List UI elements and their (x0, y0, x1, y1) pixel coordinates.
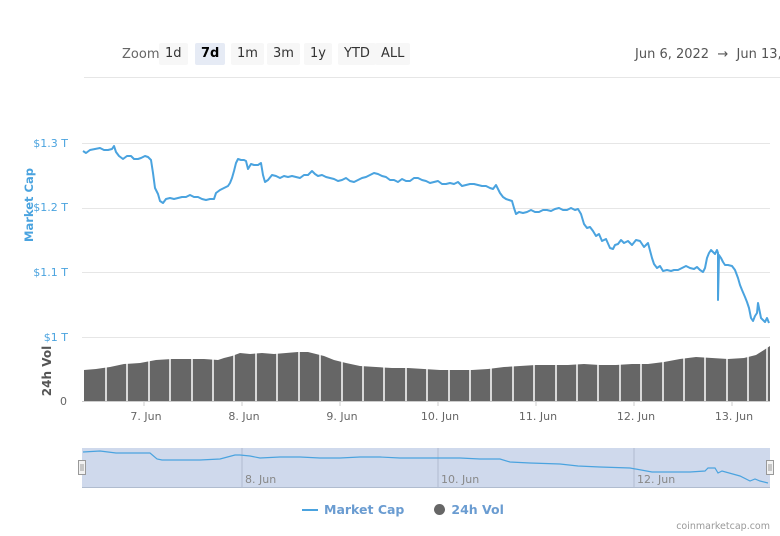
volume-bar-gaps (105, 345, 768, 401)
line-swatch-icon (302, 508, 318, 511)
credit-link[interactable]: coinmarketcap.com (676, 521, 770, 532)
zoom-ytd-button[interactable]: YTD (338, 43, 376, 65)
zoom-label: Zoom (122, 47, 160, 62)
range-to-input[interactable]: Jun 13, 2 (736, 47, 780, 62)
navigator-selection[interactable] (82, 448, 770, 487)
navigator-gridlines (241, 448, 635, 487)
x-tick-10-jun: 10. Jun (420, 410, 460, 423)
legend-label-market-cap: Market Cap (324, 502, 405, 517)
vol-tick-zero: 0 (60, 395, 67, 408)
navigator-line (82, 450, 769, 484)
zoom-3m-button[interactable]: 3m (267, 43, 300, 65)
date-range: Jun 6, 2022 → Jun 13, 2 (635, 47, 780, 62)
legend-item-market-cap[interactable]: Market Cap (302, 502, 404, 517)
x-tick-13-jun: 13. Jun (714, 410, 754, 423)
zoom-1m-button[interactable]: 1m (231, 43, 264, 65)
range-from-input[interactable]: Jun 6, 2022 (635, 47, 710, 62)
y-tick-1-1: $1.1 T (33, 266, 68, 279)
zoom-all-button[interactable]: ALL (375, 43, 411, 65)
range-toolbar: Zoom 1d 7d 1m 3m 1y YTD ALL Jun 6, 2022 … (0, 0, 780, 78)
chart-legend: Market Cap 24h Vol (302, 502, 504, 517)
zoom-7d-button[interactable]: 7d (195, 43, 226, 65)
legend-item-volume[interactable]: 24h Vol (434, 502, 504, 517)
navigator-right-handle[interactable] (766, 460, 774, 475)
y-tick-1-2: $1.2 T (33, 201, 68, 214)
y-tick-1-3: $1.3 T (33, 137, 68, 150)
x-tick-9-jun: 9. Jun (326, 410, 358, 423)
toolbar-divider (84, 77, 780, 78)
legend-label-volume: 24h Vol (451, 502, 504, 517)
gridlines (82, 143, 770, 338)
navigator-tick-12-jun: 12. Jun (637, 473, 676, 486)
x-tick-8-jun: 8. Jun (228, 410, 260, 423)
x-tick-7-jun: 7. Jun (130, 410, 162, 423)
x-axis-ticks (82, 401, 770, 406)
navigator-tick-10-jun: 10. Jun (441, 473, 480, 486)
navigator-left-handle[interactable] (78, 460, 86, 475)
y-tick-1-0: $1 T (43, 331, 68, 344)
x-tick-12-jun: 12. Jun (616, 410, 656, 423)
zoom-1y-button[interactable]: 1y (304, 43, 332, 65)
navigator-tick-8-jun: 8. Jun (245, 473, 277, 486)
x-tick-11-jun: 11. Jun (518, 410, 558, 423)
market-cap-line (82, 145, 770, 324)
arrow-right-icon: → (717, 47, 729, 62)
zoom-1d-button[interactable]: 1d (159, 43, 188, 65)
circle-swatch-icon (434, 504, 446, 515)
